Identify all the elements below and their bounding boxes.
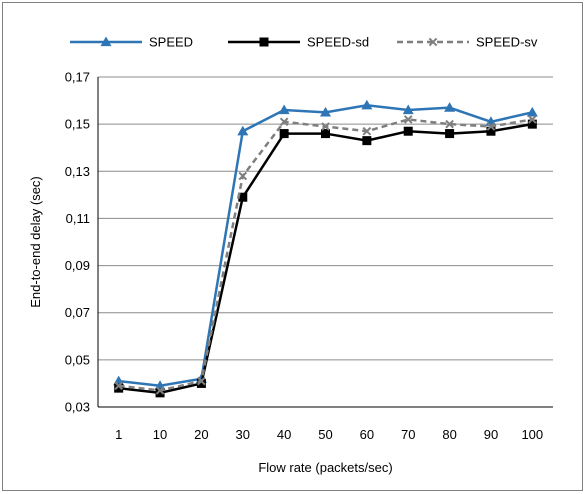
data-point-speed — [278, 104, 290, 115]
legend-item-speed: SPEED — [70, 35, 193, 50]
data-point-speed-sv-stroke — [486, 122, 496, 131]
axes: 0,03 0,05 0,07 0,09 0,11 0,13 0,15 0,17 1 10 20 30 4… — [65, 70, 553, 442]
x-tick-label: 70 — [401, 427, 415, 442]
x-tick-label: 90 — [484, 427, 498, 442]
x-tick-label: 1 — [115, 427, 122, 442]
legend-label-speed-sd: SPEED-sd — [307, 35, 369, 50]
y-axis-title: End-to-end delay (sec) — [28, 176, 43, 308]
x-tick-label: 20 — [194, 427, 208, 442]
data-point-speed-sv-stroke — [445, 119, 454, 129]
data-point-speed-sd — [196, 378, 206, 388]
x-tick-label: 80 — [442, 427, 456, 442]
x-tick-label: 40 — [277, 427, 291, 442]
data-point-speed-sv-stroke — [528, 115, 537, 124]
legend-marker-speed — [100, 36, 112, 47]
x-tick-label: 100 — [521, 427, 543, 442]
data-point-speed-sv — [279, 117, 289, 127]
data-point-speed-sv-stroke — [114, 381, 123, 391]
data-point-speed — [526, 106, 538, 117]
data-point-speed-sv — [155, 386, 165, 395]
y-tick-label: 0,15 — [65, 117, 90, 132]
data-point-speed-sd — [114, 383, 124, 393]
data-point-speed-sv — [238, 171, 248, 181]
y-tick-label: 0,09 — [65, 258, 90, 273]
data-point-speed-sd — [362, 136, 372, 146]
data-point-speed-sv-stroke — [403, 115, 413, 124]
legend-item-speed-sv: SPEED-sv — [397, 35, 538, 50]
legend-label-speed-sv: SPEED-sv — [476, 35, 538, 50]
series-speed-sd — [114, 119, 537, 398]
legend-label-speed: SPEED — [149, 35, 193, 50]
data-point-speed-sv-stroke — [197, 376, 206, 386]
x-tick-label: 60 — [360, 427, 374, 442]
data-point-speed-sd — [403, 126, 413, 136]
data-point-speed-sd — [155, 388, 165, 398]
data-point-speed-sd — [486, 126, 496, 136]
gridlines — [98, 76, 553, 361]
data-point-speed-sv — [403, 115, 413, 124]
y-tick-label: 0,05 — [65, 352, 90, 367]
y-tick-label: 0,13 — [65, 164, 90, 179]
y-tick-label: 0,17 — [65, 70, 90, 85]
x-axis-title: Flow rate (packets/sec) — [258, 460, 392, 475]
legend: SPEED SPEED-sd SPEED-sv — [70, 35, 538, 50]
legend-marker-speed-sv — [428, 37, 438, 47]
data-point-speed-sd — [445, 129, 455, 139]
data-point-speed-sv — [114, 381, 123, 391]
data-point-speed — [237, 125, 249, 136]
data-point-speed-sv-stroke — [321, 122, 330, 131]
data-point-speed-sv — [528, 115, 537, 124]
data-point-speed-sv-stroke — [279, 117, 289, 127]
data-point-speed-sd — [238, 192, 248, 202]
y-tick-label: 0,11 — [66, 211, 90, 226]
data-point-speed — [320, 106, 331, 117]
series-speed-sv — [114, 115, 537, 395]
data-point-speed-sd — [527, 119, 537, 129]
legend-item-speed-sd: SPEED-sd — [228, 35, 369, 50]
data-point-speed-sv-stroke — [362, 126, 372, 136]
data-point-speed — [444, 102, 456, 112]
x-tick-label: 50 — [318, 427, 332, 442]
data-point-speed-sv — [445, 119, 454, 129]
data-point-speed-sv — [197, 376, 206, 386]
data-point-speed-sd — [321, 129, 330, 139]
data-point-speed-sv — [362, 126, 372, 136]
x-tick-label: 10 — [153, 427, 167, 442]
data-point-speed — [402, 104, 414, 115]
data-point-speed-sd — [279, 129, 289, 139]
legend-marker-speed-sd — [259, 37, 269, 47]
y-tick-label: 0,07 — [65, 305, 90, 320]
data-point-speed-sv-stroke — [238, 171, 248, 181]
series-lines — [113, 99, 538, 398]
data-point-speed-sv — [321, 122, 330, 131]
data-point-speed-sv-stroke — [155, 386, 165, 395]
legend-marker-speed-sv-stroke — [428, 37, 438, 47]
y-tick-label: 0,03 — [65, 400, 90, 415]
data-point-speed — [361, 99, 373, 110]
x-tick-label: 30 — [236, 427, 250, 442]
data-point-speed-sv — [486, 122, 496, 131]
